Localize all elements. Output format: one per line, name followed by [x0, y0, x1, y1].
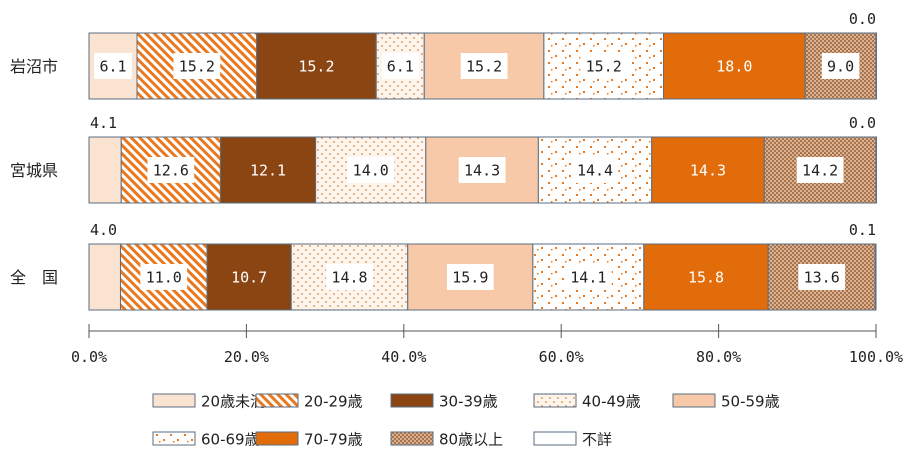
- data-label: 4.1: [90, 114, 117, 132]
- bar-segment: [88, 136, 122, 204]
- bar-segment: [219, 136, 317, 204]
- data-label: 4.0: [90, 221, 117, 239]
- legend-swatch: [672, 393, 716, 408]
- data-label: 14.3: [690, 162, 726, 180]
- data-label: 15.2: [179, 58, 215, 76]
- data-label-box: [326, 264, 373, 290]
- data-label: 15.8: [688, 269, 724, 287]
- data-label-box: [796, 157, 844, 183]
- bar-segment: [88, 243, 121, 311]
- legend-swatch: [255, 393, 299, 408]
- data-label-box: [225, 264, 273, 290]
- legend-swatch: [152, 393, 196, 408]
- data-label: 12.1: [250, 162, 286, 180]
- data-label-box: [381, 53, 420, 79]
- x-axis: 0.0% 20.0% 40.0% 60.0% 80.0% 100.0%: [71, 324, 903, 366]
- data-label: 18.0: [716, 58, 752, 76]
- data-label-box: [458, 157, 506, 183]
- bar-segment: [874, 243, 877, 311]
- tick-label: 0.0%: [71, 348, 107, 366]
- tick-label: 100.0%: [849, 348, 903, 366]
- data-label-box: [684, 157, 732, 183]
- tick-label: 40.0%: [381, 348, 426, 366]
- tick-label: 80.0%: [696, 348, 741, 366]
- data-label: 6.1: [387, 58, 414, 76]
- data-label: 15.9: [452, 269, 488, 287]
- data-label-box: [347, 157, 395, 183]
- legend-swatch: [533, 431, 577, 446]
- legend-label: 60-69歳: [201, 431, 260, 449]
- data-label: 10.7: [231, 269, 267, 287]
- category-label: 岩沼市: [10, 57, 58, 76]
- legend-label: 不詳: [582, 431, 612, 449]
- plot-area: 岩沼市 6.1 15.2 15.2 6.1 15.2 15.2 18.0 9.0 0.0 宮城県 4.…: [10, 10, 877, 311]
- legend-label: 40-49歳: [582, 393, 641, 411]
- legend-label: 20歳未満: [201, 393, 265, 411]
- data-label-box: [446, 264, 494, 290]
- legend-swatch: [152, 431, 196, 446]
- category-label: 宮城県: [10, 161, 58, 180]
- data-label: 12.6: [153, 162, 189, 180]
- data-label-box: [94, 53, 132, 79]
- data-label-box: [710, 53, 758, 79]
- tick-label: 20.0%: [224, 348, 269, 366]
- data-label: 14.4: [577, 162, 613, 180]
- bar-segment: [767, 243, 876, 311]
- legend-label: 50-59歳: [721, 393, 780, 411]
- data-label-box: [460, 53, 508, 79]
- data-label: 15.2: [298, 58, 334, 76]
- legend-label: 30-39歳: [439, 393, 498, 411]
- data-label-box: [571, 157, 619, 183]
- data-label: 9.0: [827, 58, 854, 76]
- data-label-box: [147, 157, 195, 183]
- data-label-box: [821, 53, 860, 79]
- legend: 20歳未満 20-29歳 30-39歳 40-49歳 50-59歳 60-69歳 70-79…: [152, 393, 780, 449]
- legend-label: 20-29歳: [304, 393, 363, 411]
- data-label: 0.0: [849, 10, 876, 28]
- data-label: 14.1: [570, 269, 606, 287]
- data-label: 14.3: [464, 162, 500, 180]
- data-label: 14.2: [802, 162, 838, 180]
- legend-swatch: [533, 393, 577, 408]
- legend-swatch: [255, 431, 299, 446]
- data-label: 14.0: [353, 162, 389, 180]
- data-label: 11.0: [146, 269, 182, 287]
- data-label-box: [798, 264, 846, 290]
- data-label-box: [140, 264, 188, 290]
- legend-swatch: [390, 431, 434, 446]
- data-label-box: [173, 53, 221, 79]
- legend-label: 80歳以上: [439, 431, 503, 449]
- bar-segment: [875, 136, 877, 204]
- data-label-box: [682, 264, 730, 290]
- data-label: 14.8: [331, 269, 367, 287]
- data-label-box: [244, 157, 292, 183]
- data-label-box: [580, 53, 628, 79]
- data-label: 13.6: [804, 269, 840, 287]
- data-label-box: [564, 264, 612, 290]
- bar-segment: [875, 32, 877, 100]
- data-label-box: [293, 53, 340, 79]
- data-label: 0.1: [849, 221, 876, 239]
- data-label: 15.2: [466, 58, 502, 76]
- data-label: 15.2: [586, 58, 622, 76]
- category-label: 全 国: [10, 268, 58, 287]
- data-label: 0.0: [849, 114, 876, 132]
- data-label: 6.1: [99, 58, 126, 76]
- legend-swatch: [390, 393, 434, 408]
- tick-label: 60.0%: [539, 348, 584, 366]
- legend-label: 70-79歳: [304, 431, 363, 449]
